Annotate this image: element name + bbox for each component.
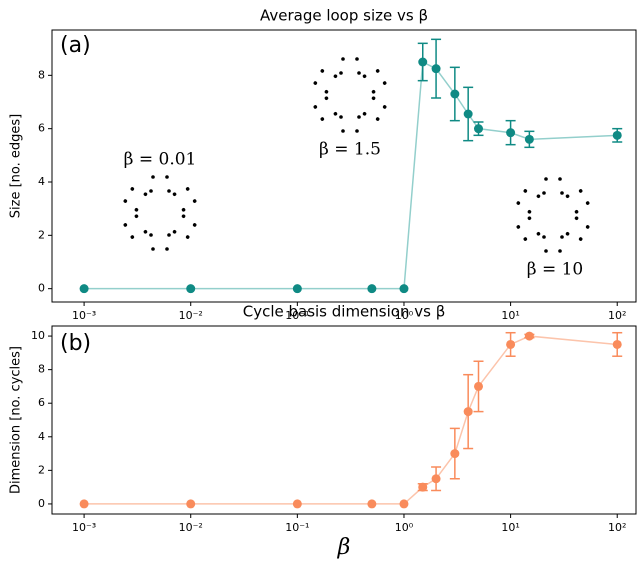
data-point <box>292 499 302 509</box>
network-drawing <box>122 175 198 251</box>
data-point <box>524 134 534 144</box>
annotation: (a) <box>60 33 91 58</box>
data-point <box>431 474 441 484</box>
annotation: β = 1.5 <box>319 140 381 160</box>
x-tick-label: 10⁻² <box>179 521 203 534</box>
x-tick-label: 10² <box>608 309 626 322</box>
data-point <box>186 284 196 294</box>
axes-frame <box>51 29 637 303</box>
y-tick-label: 4 <box>38 175 45 188</box>
data-point <box>367 284 377 294</box>
data-point <box>474 381 484 391</box>
x-tick-label: 10¹ <box>501 521 519 534</box>
chart-title: Average loop size vs β <box>260 7 428 25</box>
x-tick-label: 10⁻¹ <box>285 521 309 534</box>
annotation: β = 0.01 <box>124 150 197 170</box>
y-tick-label: 2 <box>38 228 45 241</box>
data-point <box>292 284 302 294</box>
data-point <box>463 109 473 119</box>
annotation: (b) <box>60 331 91 356</box>
y-tick-label: 4 <box>38 430 45 443</box>
axes-frame <box>51 325 637 515</box>
network-drawing <box>312 57 388 133</box>
y-axis-label: Dimension [no. cycles] <box>9 346 24 494</box>
data-point <box>506 339 516 349</box>
y-tick-label: 8 <box>38 363 45 376</box>
chart-title: Cycle basis dimension vs β <box>243 303 446 321</box>
y-tick-label: 0 <box>38 282 45 295</box>
data-point <box>450 449 460 459</box>
x-tick-label: 10¹ <box>501 309 519 322</box>
y-tick-label: 0 <box>38 497 45 510</box>
y-tick-label: 2 <box>38 463 45 476</box>
data-point <box>612 339 622 349</box>
x-tick-label: 10⁻² <box>179 309 203 322</box>
y-tick-label: 8 <box>38 68 45 81</box>
data-point <box>524 331 534 341</box>
x-axis-label: β <box>337 535 351 559</box>
data-point <box>612 130 622 140</box>
y-tick-label: 6 <box>38 122 45 135</box>
data-point <box>418 482 428 492</box>
data-point <box>418 57 428 67</box>
data-point <box>79 284 89 294</box>
data-point <box>79 499 89 509</box>
data-point <box>431 64 441 74</box>
x-tick-label: 10⁰ <box>395 521 414 534</box>
data-point <box>463 407 473 417</box>
data-point <box>474 124 484 134</box>
x-tick-label: 10⁻³ <box>72 309 96 322</box>
annotation: β = 10 <box>527 260 584 280</box>
network-drawing <box>515 177 591 253</box>
data-point <box>399 284 409 294</box>
x-tick-label: 10⁻¹ <box>285 309 309 322</box>
x-tick-label: 10⁻³ <box>72 521 96 534</box>
data-line <box>84 60 618 290</box>
x-tick-label: 10⁰ <box>395 309 414 322</box>
x-tick-label: 10² <box>608 521 626 534</box>
data-point <box>186 499 196 509</box>
data-line <box>84 335 618 505</box>
data-point <box>450 89 460 99</box>
data-point <box>367 499 377 509</box>
y-axis-label: Size [no. edges] <box>9 114 24 218</box>
data-point <box>399 499 409 509</box>
y-tick-label: 10 <box>31 329 45 342</box>
data-point <box>506 128 516 138</box>
y-tick-label: 6 <box>38 396 45 409</box>
